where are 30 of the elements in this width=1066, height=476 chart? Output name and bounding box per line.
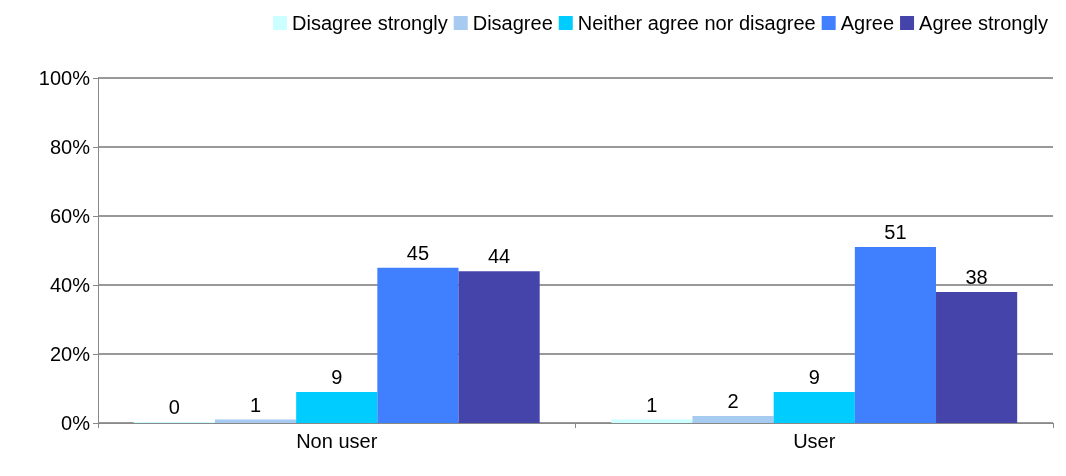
bar bbox=[936, 291, 1018, 423]
bar bbox=[692, 416, 774, 423]
x-tick-label: User bbox=[793, 430, 836, 452]
y-tick-label: 40% bbox=[49, 274, 91, 296]
bar bbox=[377, 267, 459, 423]
legend-label: Agree bbox=[840, 12, 895, 34]
data-label: 1 bbox=[250, 393, 262, 416]
data-label: 44 bbox=[487, 245, 511, 268]
legend-label: Agree strongly bbox=[919, 12, 1049, 34]
bar bbox=[854, 247, 937, 423]
bar bbox=[296, 391, 378, 423]
x-tick-label: Non user bbox=[296, 430, 378, 452]
data-label: 1 bbox=[646, 393, 658, 416]
bar bbox=[773, 391, 855, 423]
bar bbox=[458, 271, 540, 423]
y-tick-label: 100% bbox=[38, 67, 91, 89]
data-label: 9 bbox=[331, 365, 343, 388]
legend-label: Disagree strongly bbox=[292, 12, 448, 34]
y-tick-label: 80% bbox=[49, 136, 91, 158]
y-tick-label: 0% bbox=[61, 412, 91, 434]
data-label: 9 bbox=[808, 365, 820, 388]
data-label: 51 bbox=[884, 221, 907, 244]
y-tick-label: 60% bbox=[49, 205, 91, 227]
data-label: 45 bbox=[406, 241, 430, 264]
data-label: 2 bbox=[727, 390, 739, 413]
data-label: 0 bbox=[168, 396, 180, 418]
legend-label: Neither agree nor disagree bbox=[577, 12, 816, 34]
data-label: 38 bbox=[965, 265, 988, 288]
y-tick-label: 20% bbox=[49, 343, 91, 365]
legend-label: Disagree bbox=[472, 12, 553, 34]
